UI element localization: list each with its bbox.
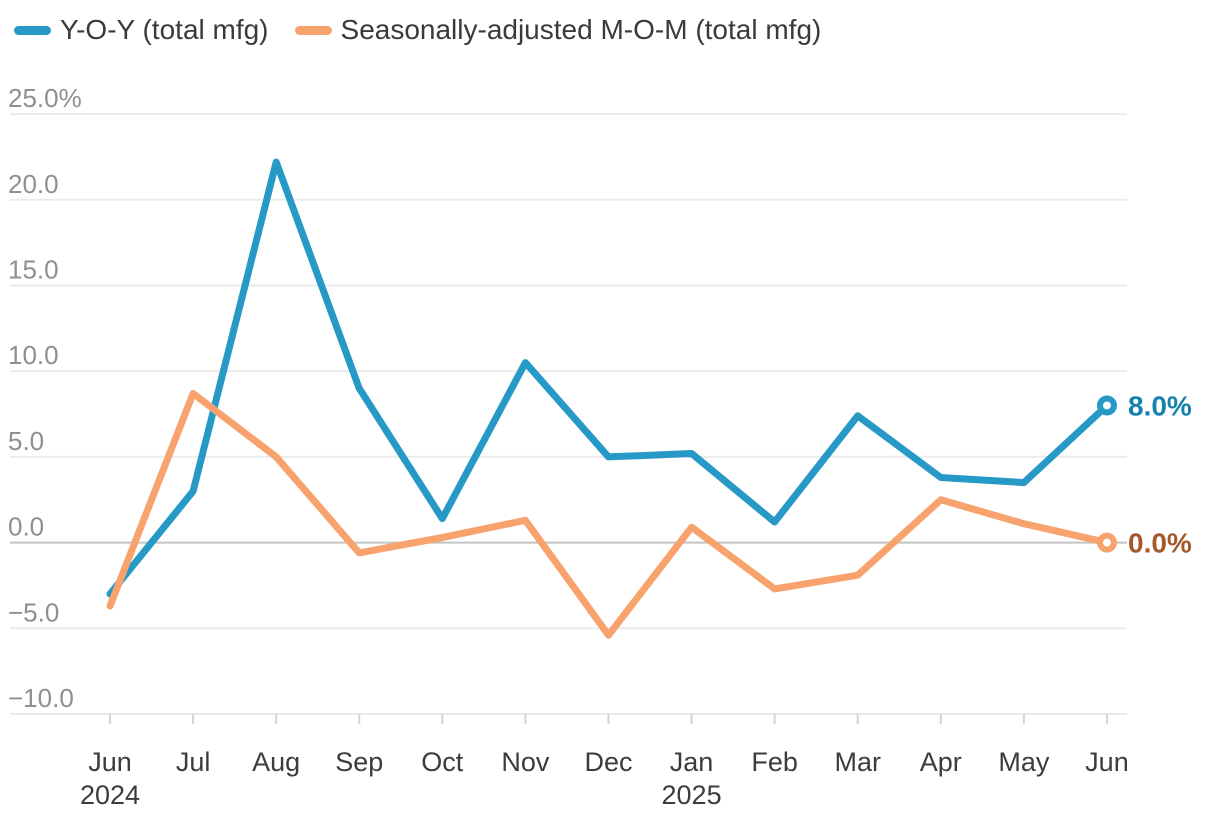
y-axis-tick-label: 5.0: [8, 426, 44, 456]
x-axis-year-label: 2024: [80, 780, 140, 810]
end-marker-mom-icon: [1096, 532, 1117, 553]
legend-item-mom: Seasonally-adjusted M-O-M (total mfg): [294, 14, 822, 45]
end-marker-yoy-icon: [1096, 395, 1117, 416]
y-axis-tick-label: −5.0: [8, 597, 59, 627]
x-axis-month-label: Feb: [751, 747, 798, 777]
x-axis-month-label: Sep: [335, 747, 383, 777]
y-axis-tick-label: 15.0: [8, 255, 59, 285]
x-axis-month-label: Oct: [421, 747, 464, 777]
legend-swatch-mom-icon: [294, 25, 332, 35]
x-axis-month-label: Jun: [88, 747, 132, 777]
end-value-label-yoy: 8.0%: [1128, 390, 1192, 421]
x-axis-month-label: Dec: [584, 747, 632, 777]
x-axis-month-label: Jan: [670, 747, 714, 777]
end-value-label-mom: 0.0%: [1128, 528, 1192, 559]
y-axis-tick-label: 0.0: [8, 512, 44, 542]
x-axis-month-label: Nov: [501, 747, 550, 777]
x-axis-month-label: Jun: [1085, 747, 1129, 777]
x-axis-month-label: Apr: [920, 747, 962, 777]
x-axis-year-label: 2025: [662, 780, 722, 810]
legend-label-yoy: Y-O-Y (total mfg): [60, 14, 269, 45]
legend-label-mom: Seasonally-adjusted M-O-M (total mfg): [340, 14, 822, 45]
y-axis-tick-label: 20.0: [8, 169, 59, 199]
y-axis-tick-label: 10.0: [8, 340, 59, 370]
series-line-yoy: [106, 158, 1111, 598]
x-axis-month-label: May: [998, 747, 1050, 777]
y-axis-tick-label: 25.0%: [8, 83, 82, 113]
legend-swatch-yoy-icon: [14, 25, 51, 35]
series-line-mom: [106, 390, 1111, 639]
legend: Y-O-Y (total mfg) Seasonally-adjusted M-…: [14, 16, 821, 44]
y-axis-tick-label: −10.0: [8, 683, 74, 713]
x-axis-month-label: Jul: [176, 747, 211, 777]
x-axis-month-label: Aug: [252, 747, 300, 777]
legend-item-yoy: Y-O-Y (total mfg): [14, 16, 269, 44]
x-axis-month-label: Mar: [834, 747, 881, 777]
